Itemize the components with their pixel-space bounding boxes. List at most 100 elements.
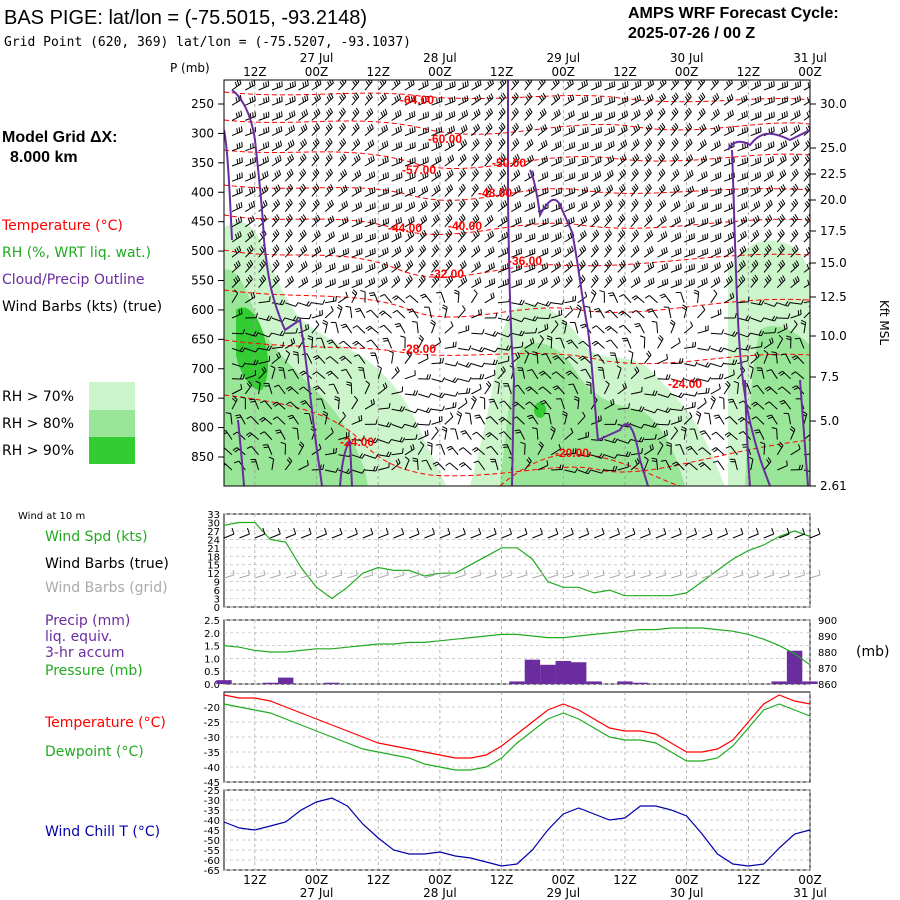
barb-shaft [550,97,561,106]
wind-barb [790,153,800,167]
barb-flag [608,143,611,149]
wind-barb [776,244,785,258]
barb-flag [661,80,665,85]
barb-flag [316,138,320,143]
barb-shaft [311,98,321,106]
barb-flag [262,173,265,179]
barb-shaft [617,158,627,167]
barb-flag [554,264,557,270]
barb-flag [557,218,560,224]
barb-flag [515,138,520,144]
wind-barb [431,199,441,212]
barb-flag [661,249,664,255]
wind-barb [324,122,333,136]
wind-barb [391,94,402,106]
barb-shaft [524,252,536,258]
barb-flag [246,248,251,254]
barb-flag [426,171,429,177]
barb-flag [500,124,504,130]
wind-barb [577,157,589,167]
barb-flag [714,249,717,255]
barb-shaft [351,127,360,136]
wind-barb [324,107,333,121]
barb-flag [620,200,624,206]
barb-shaft [617,188,626,197]
wind-barb [750,156,762,167]
barb-flag [383,126,386,132]
barb-flag [502,265,505,271]
barb-flag [487,124,491,130]
barb-flag [384,233,387,239]
barb-shaft [471,127,480,136]
barb-flag [436,82,438,88]
barb-flag [399,125,402,131]
barb-flag [312,187,317,193]
barb-flag [746,110,748,116]
barb-flag [541,110,545,115]
barb-flag [501,218,504,224]
wind-barb [617,244,626,258]
barb-flag [276,113,278,119]
barb-flag [356,280,358,286]
wind-barb [324,199,334,212]
wind-barb [577,245,587,258]
barb-flag [325,141,330,147]
barb-flag [234,248,238,254]
barb-shaft [231,83,242,91]
barb-flag [791,172,796,178]
barb-flag [446,172,450,178]
barb-flag [650,230,654,236]
barb-shaft [258,146,269,152]
barb-flag [686,124,691,130]
barb-flag [605,202,610,208]
wind-barb [550,261,561,273]
barb-flag [633,231,638,237]
barb-shaft [630,99,641,106]
barb-flag [716,80,719,83]
barb-flag [594,259,599,265]
barb-flag [526,94,531,100]
barb-shaft [750,190,761,197]
barb-flag [453,110,456,117]
barb-shaft [776,203,786,212]
barb-flag [647,81,650,87]
barb-flag [400,202,403,208]
barb-shaft [790,143,800,152]
barb-flag [527,157,530,163]
barb-flag [342,138,347,143]
barb-flag [571,94,575,100]
barb-shaft [271,130,283,137]
temp-contour [499,453,681,486]
barb-shaft [231,250,242,258]
barb-flag [302,214,307,219]
barb-flag [741,174,744,180]
barb-flag [254,95,256,101]
barb-flag [647,125,651,130]
wind-barb [431,141,442,152]
barb-shaft [737,235,747,243]
barb-flag [517,169,521,175]
barb-flag [687,203,691,209]
wind-barb [803,214,810,228]
wind-barb [697,108,706,121]
barb-flag [432,217,437,223]
barb-flag [247,233,251,239]
barb-flag [313,170,318,175]
barb-shaft [657,251,668,258]
wind-barb [338,122,346,136]
barb-flag [571,245,574,251]
barb-flag [328,137,333,143]
barb-shaft [298,233,307,243]
barb-flag [355,203,358,210]
barb-flag [419,248,423,254]
barb-flag [488,153,493,158]
barb-flag [809,428,810,429]
barb-flag [473,248,477,254]
barb-flag [799,80,802,86]
barb-flag [277,156,280,162]
barb-flag [804,187,809,193]
wind-barb [311,93,322,106]
wind-barb [298,80,309,91]
barb-flag [300,142,304,147]
barb-flag [716,93,720,98]
